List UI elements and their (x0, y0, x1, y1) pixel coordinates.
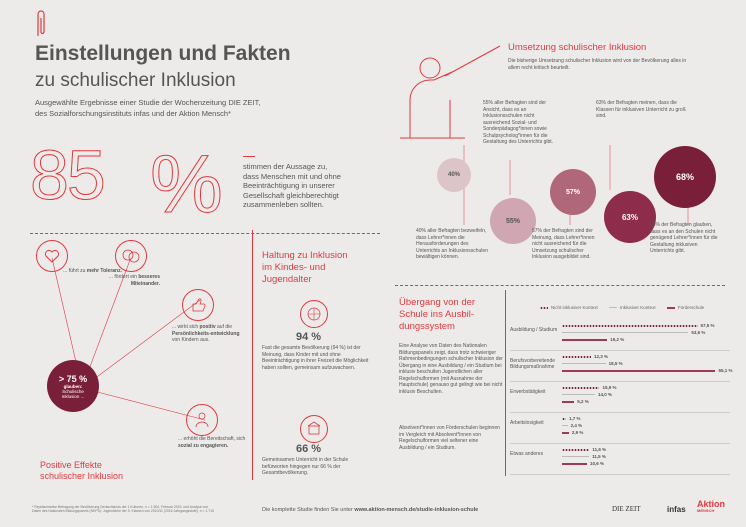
chart-row-separator (510, 474, 730, 475)
stat-66-text: Gemeinsamen Unterricht in der Schule bef… (262, 457, 349, 476)
chart-bar (562, 363, 606, 364)
chart-value-label: 11,5 % (592, 454, 606, 459)
page-title: Einstellungen und Fakten (35, 42, 291, 65)
chart-bar (562, 370, 716, 372)
chart-bar (562, 425, 568, 426)
chart-value-label: 53,6 % (691, 330, 706, 335)
teacher-icon (400, 45, 501, 139)
chart-category-label: Berufsvorbereitende Bildungsmaßnahme (510, 358, 556, 370)
umsetzung-heading: Umsetzung schulischer Inklusion (508, 42, 647, 53)
chart-legend: Nicht inklusiver Kontext Inklusiver Kont… (540, 305, 704, 310)
stat-94: 94 % (296, 331, 322, 343)
big-number: 85 (30, 136, 107, 215)
chart-value-label: 1,7 % (569, 416, 581, 421)
chart-bar (562, 394, 595, 395)
chart-category-label: Erwerbstätigkeit (510, 389, 546, 395)
intro-line2: des Sozialforschungsinstituts infas und … (35, 109, 231, 118)
text-63: 63% der Befragten meinen, dass die Klass… (596, 100, 686, 119)
chart-bar (562, 356, 591, 358)
legend-inklusiv: Inklusiver Kontext (609, 305, 656, 310)
chart-bar (562, 332, 689, 333)
effect-miteinander: ... fördert ein besseres Miteinander. (108, 274, 160, 287)
chart-value-label: 2,4 % (570, 423, 583, 428)
chart-bar (562, 387, 600, 389)
study-link-text: Die komplette Studie finden Sie unter ww… (262, 507, 479, 513)
intro-line1: Ausgewählte Ergebnisse einer Studie der … (35, 98, 261, 107)
page-subtitle: zu schulischer Inklusion (35, 70, 236, 91)
chart-row-separator (510, 412, 730, 413)
section-divider (30, 233, 380, 234)
chart-value-label: 12,3 % (593, 354, 608, 359)
chart-bar (562, 325, 698, 327)
person-icon (186, 404, 218, 436)
smiley-icon (115, 240, 147, 272)
school-icon (300, 415, 328, 443)
footnote: * Repräsentative Befragung der Bevölkeru… (32, 505, 214, 513)
chart-value-label: 18,5 % (608, 361, 623, 366)
legend-nicht-inklusiv: Nicht inklusiver Kontext (540, 305, 598, 310)
text-40: 40% aller Befragten bezweifeln, dass Leh… (416, 228, 488, 260)
chart-value-label: 10,6 % (589, 461, 604, 466)
uebergang-para1: Eine Analyse von Daten des Nationalen Bi… (399, 343, 503, 395)
effect-engagement: ... erhöht die Bereitschaft, sich sozial… (178, 436, 246, 449)
text-55: 55% aller Befragten sind der Ansicht, da… (483, 100, 554, 145)
chart-value-label: 2,9 % (571, 430, 584, 435)
chart-value-label: 65,1 % (718, 368, 733, 373)
infas-logo: infas (667, 505, 686, 514)
effects-heading: Positive Effekte schulischer Inklusion (40, 460, 124, 481)
text-57: 57% der Befragten sind der Meinung, dass… (532, 228, 595, 260)
chart-bar (562, 339, 608, 341)
chart-value-label: 57,5 % (700, 323, 715, 328)
chart-row-separator (510, 350, 730, 351)
circle-40: 40% (437, 158, 471, 192)
chart-bar (562, 418, 566, 420)
stat-94-text: Fast die gesamte Bevölkerung (94 %) ist … (262, 345, 369, 371)
chart-value-label: 15,9 % (602, 385, 617, 390)
stat-66: 66 % (296, 443, 322, 455)
zeit-logo: DIE ZEIT (612, 505, 641, 513)
chart-value-label: 14,0 % (598, 392, 613, 397)
umsetzung-intro: Die bisherige Umsetzung schulischer Inkl… (508, 58, 687, 71)
circle-63: 63% (604, 191, 656, 243)
column-divider (252, 230, 253, 480)
uebergang-heading: Übergang von der Schule ins Ausbil- dung… (399, 297, 476, 332)
chart-value-label: 11,6 % (592, 447, 607, 452)
column-divider-right (505, 290, 506, 476)
legend-foerderschule: Förderschule (666, 305, 704, 310)
circle-68: 68% (654, 146, 716, 208)
chart-value-label: 5,2 % (577, 399, 589, 404)
divider (243, 156, 255, 157)
heart-icon (36, 240, 68, 272)
aktion-mensch-logo: Aktion MENSCH (697, 499, 725, 513)
chart-category-label: Ausbildung / Studium (510, 327, 558, 333)
chart-bar (562, 401, 575, 403)
chart-category-label: Arbeitslosigkeit (510, 420, 544, 426)
chart-category-label: Etwas anderes (510, 451, 544, 457)
effects-center-circle: > 75 % glauben: Schulische Inklusion ... (47, 360, 99, 412)
haltung-heading: Haltung zu Inklusion im Kindes- und Juge… (262, 250, 348, 285)
chart-bar (562, 456, 590, 457)
chart-bar (562, 432, 569, 434)
effect-persoenlichkeit: ... wirkt sich positiv auf die Persönlic… (172, 324, 240, 343)
ball-icon (300, 300, 328, 328)
big-percent: % (150, 139, 224, 230)
thumbs-up-icon (182, 289, 214, 321)
big-stat-text: stimmen der Aussage zu, dass Menschen mi… (243, 162, 341, 209)
paperclip-icon (37, 10, 45, 36)
uebergang-para2: Absolvent*innen von Förderschulen beginn… (399, 425, 500, 451)
text-68: 68% der Befragten glauben, dass es an de… (650, 222, 718, 254)
transition-chart: Ausbildung / Studium 57,5 % 53,6 % 19,2 % Be… (510, 315, 735, 485)
chart-row-separator (510, 381, 730, 382)
chart-value-label: 19,2 % (610, 337, 625, 342)
study-link[interactable]: www.aktion-mensch.de/studie-inklusion-sc… (354, 507, 479, 513)
chart-row-separator (510, 443, 730, 444)
circle-57: 57% (550, 169, 596, 215)
effect-tolerance: ... führt zu mehr Toleranz. (63, 268, 122, 274)
circle-55: 55% (490, 198, 536, 244)
chart-bar (562, 463, 587, 465)
chart-bar (562, 449, 590, 451)
section-divider-right (395, 285, 725, 286)
